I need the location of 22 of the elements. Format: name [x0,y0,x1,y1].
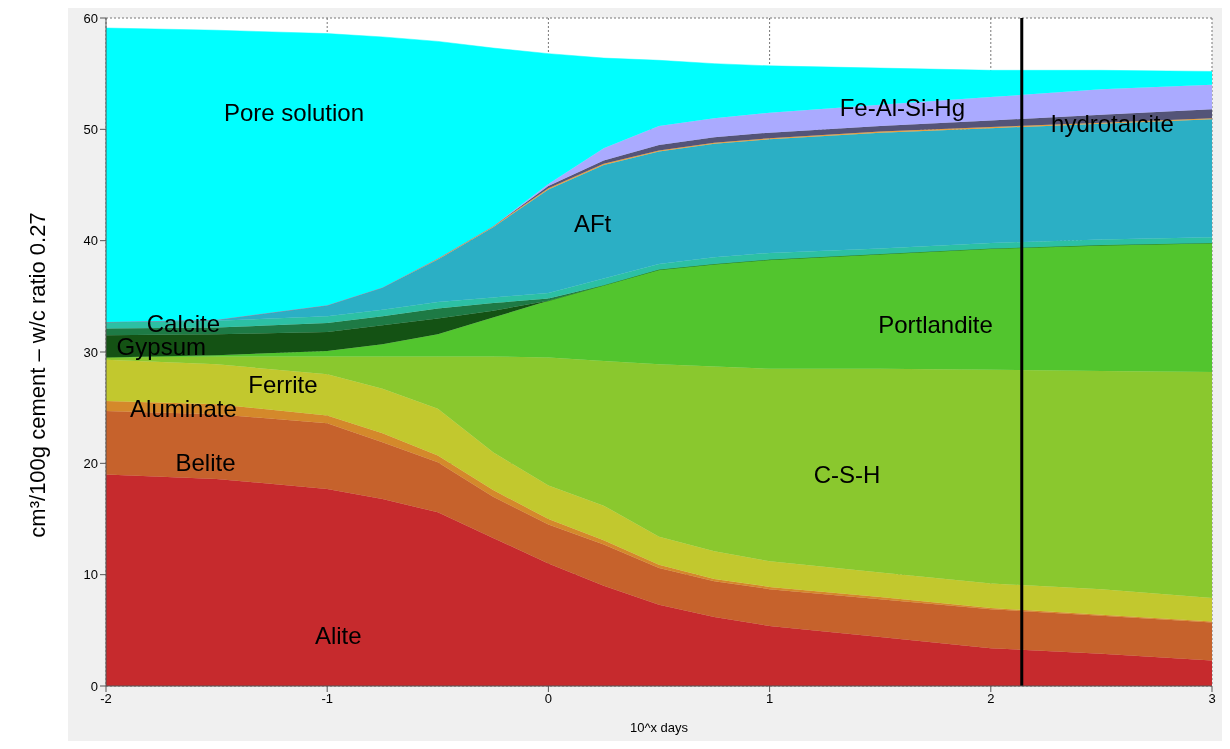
x-tick-label: -1 [321,691,333,707]
y-tick-label: 50 [83,121,98,137]
y-tick-label: 0 [90,678,98,694]
x-tick-label: 2 [987,691,995,707]
y-axis-title: cm³/100g cement – w/c ratio 0.27 [25,211,51,538]
x-tick-label: 1 [765,691,774,707]
series-label: Aluminate [130,395,237,423]
x-tick-label: 3 [1208,691,1216,707]
series-label: Fe-Al-Si-Hg [839,93,965,121]
x-tick-label: -2 [100,691,112,707]
y-tick-label: 40 [83,233,98,249]
x-tick-label: 0 [544,691,553,707]
series-label: Alite [314,622,362,650]
y-tick-label: 10 [83,567,98,583]
y-tick-label: 30 [83,344,98,360]
series-label: C-S-H [813,460,881,488]
series-label: Gypsum [116,332,206,360]
y-tick-label: 60 [83,10,98,26]
x-axis-title: 10^x days [629,720,689,735]
y-tick-label: 20 [83,455,98,471]
series-label: Belite [175,448,236,476]
series-label: Ferrite [248,370,318,398]
